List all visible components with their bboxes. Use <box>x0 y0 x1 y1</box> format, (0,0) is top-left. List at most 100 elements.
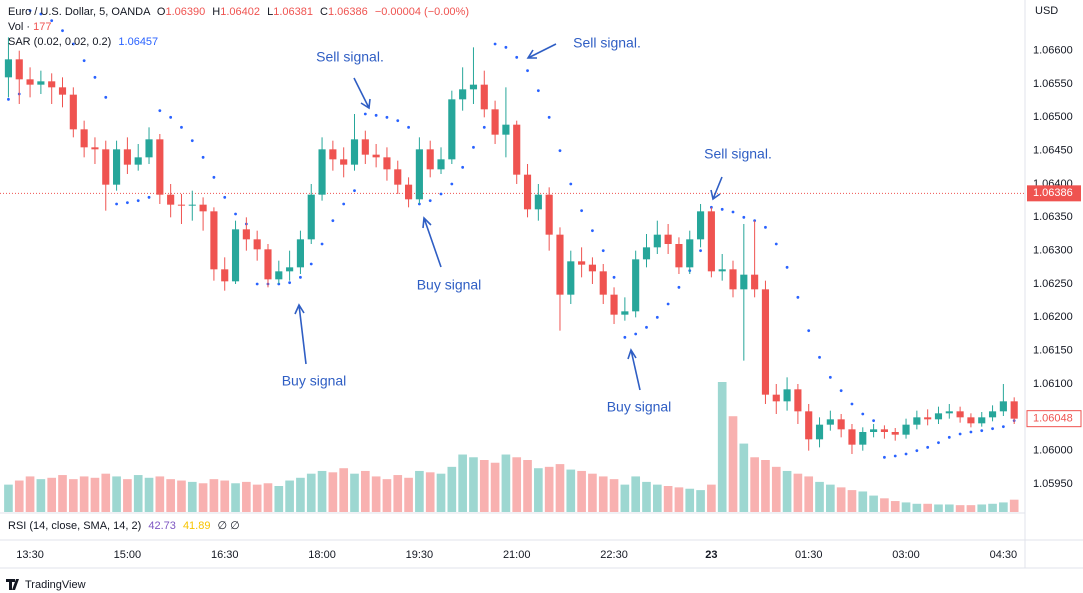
candle-body <box>102 149 110 185</box>
candle-body <box>772 394 780 402</box>
volume-bar <box>890 501 900 512</box>
x-tick-label: 03:00 <box>892 549 920 561</box>
legend-value: 1.06390 <box>165 6 205 18</box>
legend-value: 177 <box>33 21 51 33</box>
candle-body <box>848 429 856 445</box>
sar-dot <box>742 215 746 219</box>
volume-bar <box>274 486 284 512</box>
candle-body <box>621 311 629 315</box>
sar-dot <box>612 275 616 279</box>
candle-body <box>729 269 737 290</box>
sar-dot <box>515 55 519 59</box>
candle-body <box>394 169 402 185</box>
sar-dot <box>125 201 129 205</box>
candle-body <box>794 389 802 412</box>
y-tick-label: 1.06000 <box>1033 445 1073 457</box>
sar-dot <box>439 192 443 196</box>
volume-bar <box>198 483 208 512</box>
annotation: Sell signal. <box>573 35 641 51</box>
legend-key: RSI (14, close, SMA, 14, 2) <box>8 520 141 532</box>
y-tick-label: 1.06150 <box>1033 345 1073 357</box>
annotations: Sell signal. Sell signal. Sell signal. B… <box>282 35 772 415</box>
sar-dot <box>115 202 118 206</box>
volume-bar <box>966 505 976 512</box>
sar-dot <box>180 125 183 129</box>
candle-body <box>405 184 413 200</box>
volume-bar <box>836 487 846 512</box>
plot-area <box>0 9 1025 512</box>
candle-body <box>967 417 975 424</box>
volume-bar <box>598 476 608 512</box>
annotation: Buy signal <box>282 373 347 389</box>
candle-body <box>459 89 467 100</box>
volume-bar <box>458 454 467 512</box>
candle-body <box>188 204 196 206</box>
sar-dot <box>958 432 962 436</box>
candle-body <box>891 432 899 435</box>
volume-bar <box>360 470 370 512</box>
sar-dot <box>915 449 919 453</box>
y-tick-label: 1.06350 <box>1033 211 1073 223</box>
legend-value: 1.06381 <box>273 6 313 18</box>
candle-body <box>988 411 997 418</box>
candle-body <box>491 109 499 135</box>
volume-bar <box>555 464 565 512</box>
volume-bar <box>490 462 500 512</box>
volume-bar <box>761 460 770 512</box>
volume-bar <box>263 483 273 512</box>
sar-dot <box>309 262 313 266</box>
volume-bar <box>25 476 35 512</box>
volume-bar <box>350 473 359 512</box>
legend-key: L <box>267 6 273 18</box>
candle-body <box>199 204 207 212</box>
sar-dot <box>396 119 400 123</box>
y-tick-label: 1.06500 <box>1033 111 1073 123</box>
sar-dot <box>580 209 584 213</box>
candle-body <box>642 247 651 260</box>
candle-body <box>296 239 304 268</box>
y-tick-label: 1.06550 <box>1033 78 1073 90</box>
volume-bar <box>404 477 413 512</box>
y-tick-label: 1.06450 <box>1033 145 1073 157</box>
currency: USD <box>1035 5 1058 17</box>
sar-dot <box>450 182 454 186</box>
sar-dot <box>61 29 64 33</box>
sar-dot <box>342 202 346 206</box>
volume-bar <box>242 481 251 512</box>
candle-body <box>383 157 391 170</box>
candle-body <box>264 249 272 280</box>
candle-body <box>253 239 261 250</box>
candle-body <box>1010 401 1018 419</box>
sar-dot <box>363 112 367 116</box>
sar-dot <box>385 115 389 119</box>
legend-value: 42.73 <box>148 520 176 532</box>
y-tick-label: 1.06300 <box>1033 245 1073 257</box>
candle-body <box>751 274 759 290</box>
sar-dot <box>28 9 32 13</box>
volume-bar <box>620 484 630 512</box>
volume-bar <box>68 479 78 512</box>
candle-body <box>870 429 878 432</box>
sar-dot <box>461 165 465 169</box>
volume-bar <box>220 480 230 512</box>
candle-body <box>242 229 250 240</box>
volume-bar <box>566 469 576 512</box>
volume-bar <box>317 470 327 512</box>
sar-dot <box>807 329 811 333</box>
candle-body <box>588 264 596 272</box>
candle-body <box>502 124 510 135</box>
legend-value: 1.06402 <box>220 6 260 18</box>
arrow <box>526 43 557 59</box>
volume-bar <box>415 470 424 512</box>
brand-logo <box>6 579 19 590</box>
sar-dot <box>634 332 638 336</box>
legend-key: SAR (0.02, 0.02, 0.2) <box>8 36 111 48</box>
volume-bar <box>685 488 695 512</box>
sar-dot <box>828 375 832 379</box>
volume-bar <box>177 480 186 512</box>
volume-bar <box>988 503 997 512</box>
volume-bar <box>804 476 814 512</box>
x-tick-label: 22:30 <box>600 549 628 561</box>
header-line: RSI (14, close, SMA, 14, 2) 42.73 41.89 … <box>8 520 240 532</box>
candle-body <box>134 157 142 165</box>
